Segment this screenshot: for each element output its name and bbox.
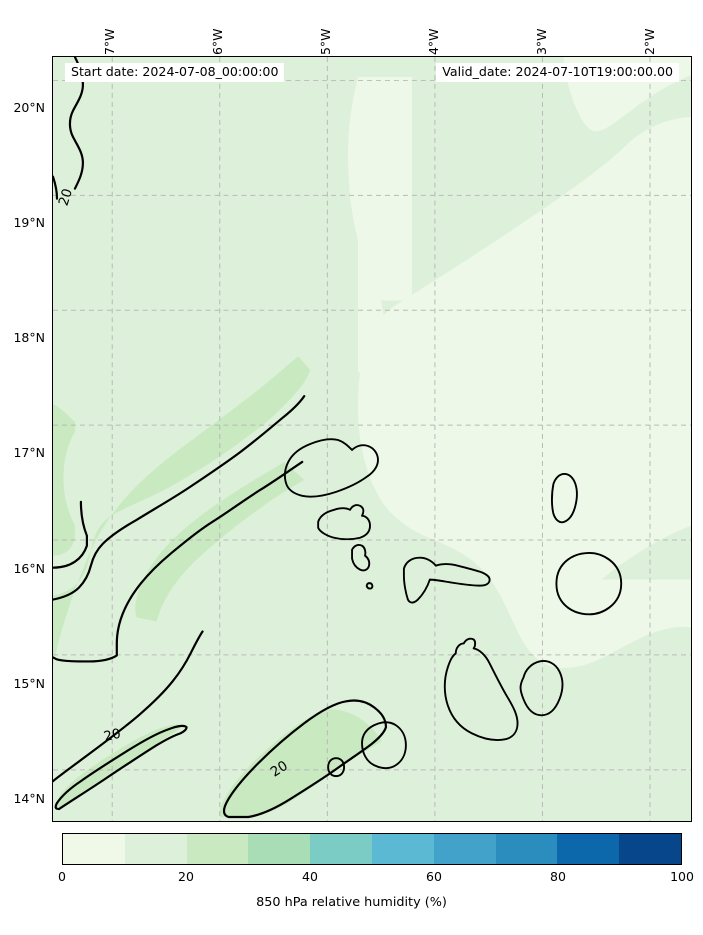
colorbar-tick-1: 20: [178, 869, 194, 884]
valid-date-annotation: Valid_date: 2024-07-10T19:00:00.00: [436, 63, 679, 83]
rh-band-20-30-fogo-brava: [219, 709, 382, 818]
colorbar-tick-0: 0: [58, 869, 66, 884]
island-coastlines: [284, 438, 623, 778]
colorbar-bin-4: [310, 834, 372, 864]
rh-band-20-30-sliver: [54, 724, 183, 808]
colorbar-bin-3: [248, 834, 311, 864]
contour-line-20: [53, 57, 388, 819]
y-tick-label-6: 20°N: [13, 99, 45, 115]
island-sao-nicolau: [402, 556, 491, 604]
y-tick-label-3: 17°N: [13, 445, 45, 461]
island-santiago: [443, 637, 519, 741]
colorbar-bin-2: [186, 834, 249, 864]
relative-humidity-map: 20 20 20: [53, 57, 691, 821]
colorbar-axis-label: 850 hPa relative humidity (%): [256, 895, 447, 910]
colorbar-bin-0: [63, 834, 125, 864]
rh-band-20-30-southwest: [53, 404, 75, 556]
island-maio: [519, 659, 564, 717]
island-fogo: [361, 721, 407, 770]
y-tick-label-1: 15°N: [13, 675, 45, 691]
rh-dry-edge-west: [348, 76, 412, 301]
colorbar-bin-1: [124, 834, 187, 864]
colorbar-bin-9: [619, 834, 681, 864]
colorbar-bin-8: [557, 834, 620, 864]
y-tick-label-4: 18°N: [13, 330, 45, 346]
island-boa-vista: [555, 552, 623, 616]
island-sao-vicente: [317, 504, 371, 541]
y-tick-label-2: 16°N: [13, 560, 45, 576]
y-tick-label-0: 14°N: [13, 790, 45, 806]
rh-band-0-10-main: [358, 116, 691, 668]
colorbar-tick-3: 60: [426, 869, 442, 884]
rh-band-20-30-diagonal: [53, 356, 311, 756]
island-branco: [365, 582, 374, 590]
colorbar-bin-5: [371, 834, 434, 864]
map-plot-area: 20 20 20: [52, 56, 692, 822]
island-santa-luzia: [351, 543, 371, 572]
colorbar-bin-7: [495, 834, 558, 864]
island-sal: [550, 472, 578, 524]
island-brava: [327, 757, 346, 778]
rh-band-20-30-santo-antao: [135, 461, 305, 622]
start-date-annotation: Start date: 2024-07-08_00:00:00: [65, 63, 285, 83]
colorbar-tick-2: 40: [302, 869, 318, 884]
contour-label-20-northwest: 20: [56, 187, 76, 208]
y-tick-label-5: 19°N: [13, 215, 45, 231]
colorbar-bin-6: [433, 834, 496, 864]
colorbar-tick-5: 100: [670, 869, 694, 884]
contour-label-20-west: 20: [102, 727, 122, 745]
colorbar: [62, 833, 682, 865]
island-santo-antao: [284, 438, 379, 498]
rh-band-20-30-east: [601, 525, 691, 580]
colorbar-tick-4: 80: [550, 869, 566, 884]
